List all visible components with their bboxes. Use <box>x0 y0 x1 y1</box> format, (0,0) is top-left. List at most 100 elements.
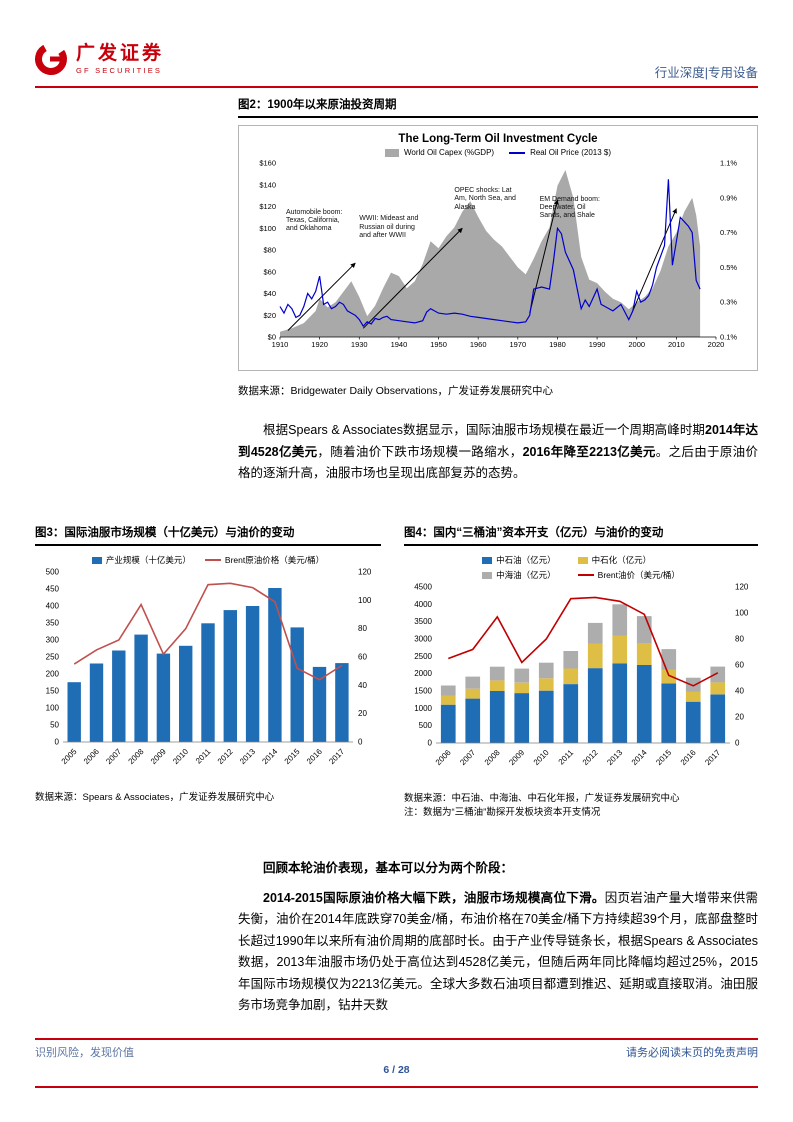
fig2-annotation: EM Demand boom: Deepwater, Oil Sands, an… <box>539 195 600 220</box>
svg-text:2016: 2016 <box>679 748 698 767</box>
svg-text:500: 500 <box>46 568 60 577</box>
svg-text:400: 400 <box>46 602 60 611</box>
svg-text:300: 300 <box>46 636 60 645</box>
svg-text:0: 0 <box>735 739 740 748</box>
svg-text:1970: 1970 <box>509 340 526 349</box>
svg-text:$160: $160 <box>259 159 276 168</box>
footer-rule-bottom <box>35 1086 758 1088</box>
text-segment: ，随着油价下跌市场规模一路缩水， <box>317 444 523 459</box>
svg-text:450: 450 <box>46 585 60 594</box>
figure2-source: 数据来源：Bridgewater Daily Observations，广发证券… <box>238 385 554 397</box>
footer-disclaimer: 请务必阅读末页的免责声明 <box>626 1047 758 1059</box>
svg-text:80: 80 <box>735 635 744 644</box>
svg-text:0: 0 <box>428 739 433 748</box>
svg-text:100: 100 <box>46 704 60 713</box>
figure4-chart-canvas: 0 500 1000 1500 2000 2500 3000 3500 4000 4500 0 20 4… <box>404 581 758 786</box>
svg-text:2015: 2015 <box>654 748 673 767</box>
svg-text:1940: 1940 <box>391 340 408 349</box>
svg-text:2000: 2000 <box>414 669 432 678</box>
svg-text:2013: 2013 <box>605 748 624 767</box>
svg-text:2007: 2007 <box>458 748 477 767</box>
brand-name-cn: 广发证券 <box>76 42 165 64</box>
brand-name-en: GF SECURITIES <box>76 65 163 75</box>
sinopec-label: 中石化（亿元） <box>591 555 652 565</box>
svg-text:0.7%: 0.7% <box>720 228 737 237</box>
svg-text:2010: 2010 <box>668 340 685 349</box>
svg-text:$40: $40 <box>263 289 276 298</box>
text-segment: 因页岩油产量大增带来供需失衡，油价在2014年底跌穿70美金/桶，布油价格在70… <box>238 890 758 1013</box>
gf-logo-icon <box>35 43 67 75</box>
svg-text:2011: 2011 <box>194 747 213 766</box>
brent-price-swatch <box>204 559 221 561</box>
svg-text:0.9%: 0.9% <box>720 193 737 202</box>
svg-text:250: 250 <box>46 653 60 662</box>
svg-text:$80: $80 <box>263 246 276 255</box>
svg-text:1910: 1910 <box>272 340 289 349</box>
svg-text:0: 0 <box>55 738 60 747</box>
figure3-source: 数据来源：Spears & Associates，广发证券发展研究中心 <box>35 792 275 803</box>
cnooc-label: 中海油（亿元） <box>496 570 556 580</box>
svg-text:1990: 1990 <box>589 340 606 349</box>
figure3-chart-canvas: 0 50 100 150 200 250 300 350 400 450 500 0 20 40 60 80 1… <box>35 566 381 785</box>
industry-scale-label: 产业规模（十亿美元） <box>105 555 191 565</box>
page-number: 6 / 28 <box>383 1064 410 1076</box>
svg-text:3000: 3000 <box>414 635 432 644</box>
svg-text:40: 40 <box>358 681 367 690</box>
capex-area-swatch <box>384 148 399 157</box>
svg-text:500: 500 <box>419 721 433 730</box>
fig2-annotation: WWII: Mideast and Russian oil during and… <box>359 215 419 239</box>
svg-text:2009: 2009 <box>507 748 526 767</box>
svg-text:1960: 1960 <box>470 340 487 349</box>
svg-text:2011: 2011 <box>557 748 576 767</box>
svg-text:1930: 1930 <box>351 340 368 349</box>
figure2-chart-canvas: $0 $20 $40 $60 $80 $100 $120 $140 $160 0.1% 0.3% 0.… <box>240 157 757 362</box>
text-segment: 2014年达到4528亿美元 <box>238 423 758 459</box>
petrochina-label: 中石油（亿元） <box>496 555 556 565</box>
industry-scale-swatch <box>91 556 102 564</box>
svg-text:100: 100 <box>358 596 372 605</box>
legend-item-petrochina: 中石油（亿元） <box>482 554 556 566</box>
svg-text:2000: 2000 <box>628 340 645 349</box>
gf-logo: 广发证券 GF SECURITIES <box>34 42 164 76</box>
sector-label: 专用设备 <box>707 66 758 80</box>
figure3-section: 图3：国际油服市场规模（十亿美元）与油价的变动 产业规模（十亿美元） Brent… <box>35 524 381 805</box>
brand-text: 广发证券 GF SECURITIES <box>76 42 165 75</box>
svg-text:2014: 2014 <box>630 748 649 767</box>
svg-text:1500: 1500 <box>414 687 432 696</box>
svg-text:$120: $120 <box>259 202 276 211</box>
header-divider: | <box>704 66 708 80</box>
oil-price-legend-label: Real Oil Price (2013 $) <box>530 148 611 157</box>
petrochina-swatch <box>482 556 493 564</box>
text-segment: 。之后由于原油价格的逐渐升高，油服市场也呈现出底部复苏的态势。 <box>238 444 758 481</box>
svg-text:120: 120 <box>735 583 749 592</box>
fig2-annotation: OPEC shocks: Lat Am, North Sea, and Alas… <box>454 186 516 211</box>
svg-text:4000: 4000 <box>414 600 432 609</box>
svg-text:80: 80 <box>358 624 367 633</box>
svg-text:2005: 2005 <box>60 747 79 766</box>
svg-text:120: 120 <box>358 568 372 577</box>
svg-text:$0: $0 <box>268 333 276 342</box>
paragraph-market-size: 根据Spears & Associates数据显示，国际油服市场规模在最近一个周… <box>238 420 758 485</box>
svg-text:2014: 2014 <box>260 747 279 766</box>
svg-text:40: 40 <box>735 687 744 696</box>
svg-text:2006: 2006 <box>82 747 101 766</box>
svg-text:2008: 2008 <box>127 747 146 766</box>
figure4-source-line: 数据来源：中石油、中海油、中石化年报，广发证券发展研究中心 <box>404 793 680 804</box>
svg-text:1950: 1950 <box>430 340 447 349</box>
legend-item-brent-price: Brent原油价格（美元/桶） <box>204 554 324 566</box>
svg-text:20: 20 <box>358 709 367 718</box>
legend-item-industry-scale: 产业规模（十亿美元） <box>91 554 191 566</box>
svg-text:60: 60 <box>358 653 367 662</box>
legend-item-cnooc: 中海油（亿元） <box>482 569 556 581</box>
svg-text:50: 50 <box>50 721 59 730</box>
svg-text:0: 0 <box>358 738 363 747</box>
body-text-section: 回顾本轮油价表现，基本可以分为两个阶段： 2014-2015国际原油价格大幅下跌… <box>238 858 758 1025</box>
svg-text:350: 350 <box>46 619 60 628</box>
figure3-title: 图3：国际油服市场规模（十亿美元）与油价的变动 <box>35 524 381 546</box>
svg-text:2010: 2010 <box>171 747 190 766</box>
cnooc-swatch <box>482 571 493 579</box>
legend-item-sinopec: 中石化（亿元） <box>577 554 680 566</box>
text-segment: 根据Spears & Associates数据显示，国际油服市场规模在最近一个周… <box>263 423 706 437</box>
svg-text:60: 60 <box>735 661 744 670</box>
figure3-legend: 产业规模（十亿美元） Brent原油价格（美元/桶） <box>35 554 381 566</box>
